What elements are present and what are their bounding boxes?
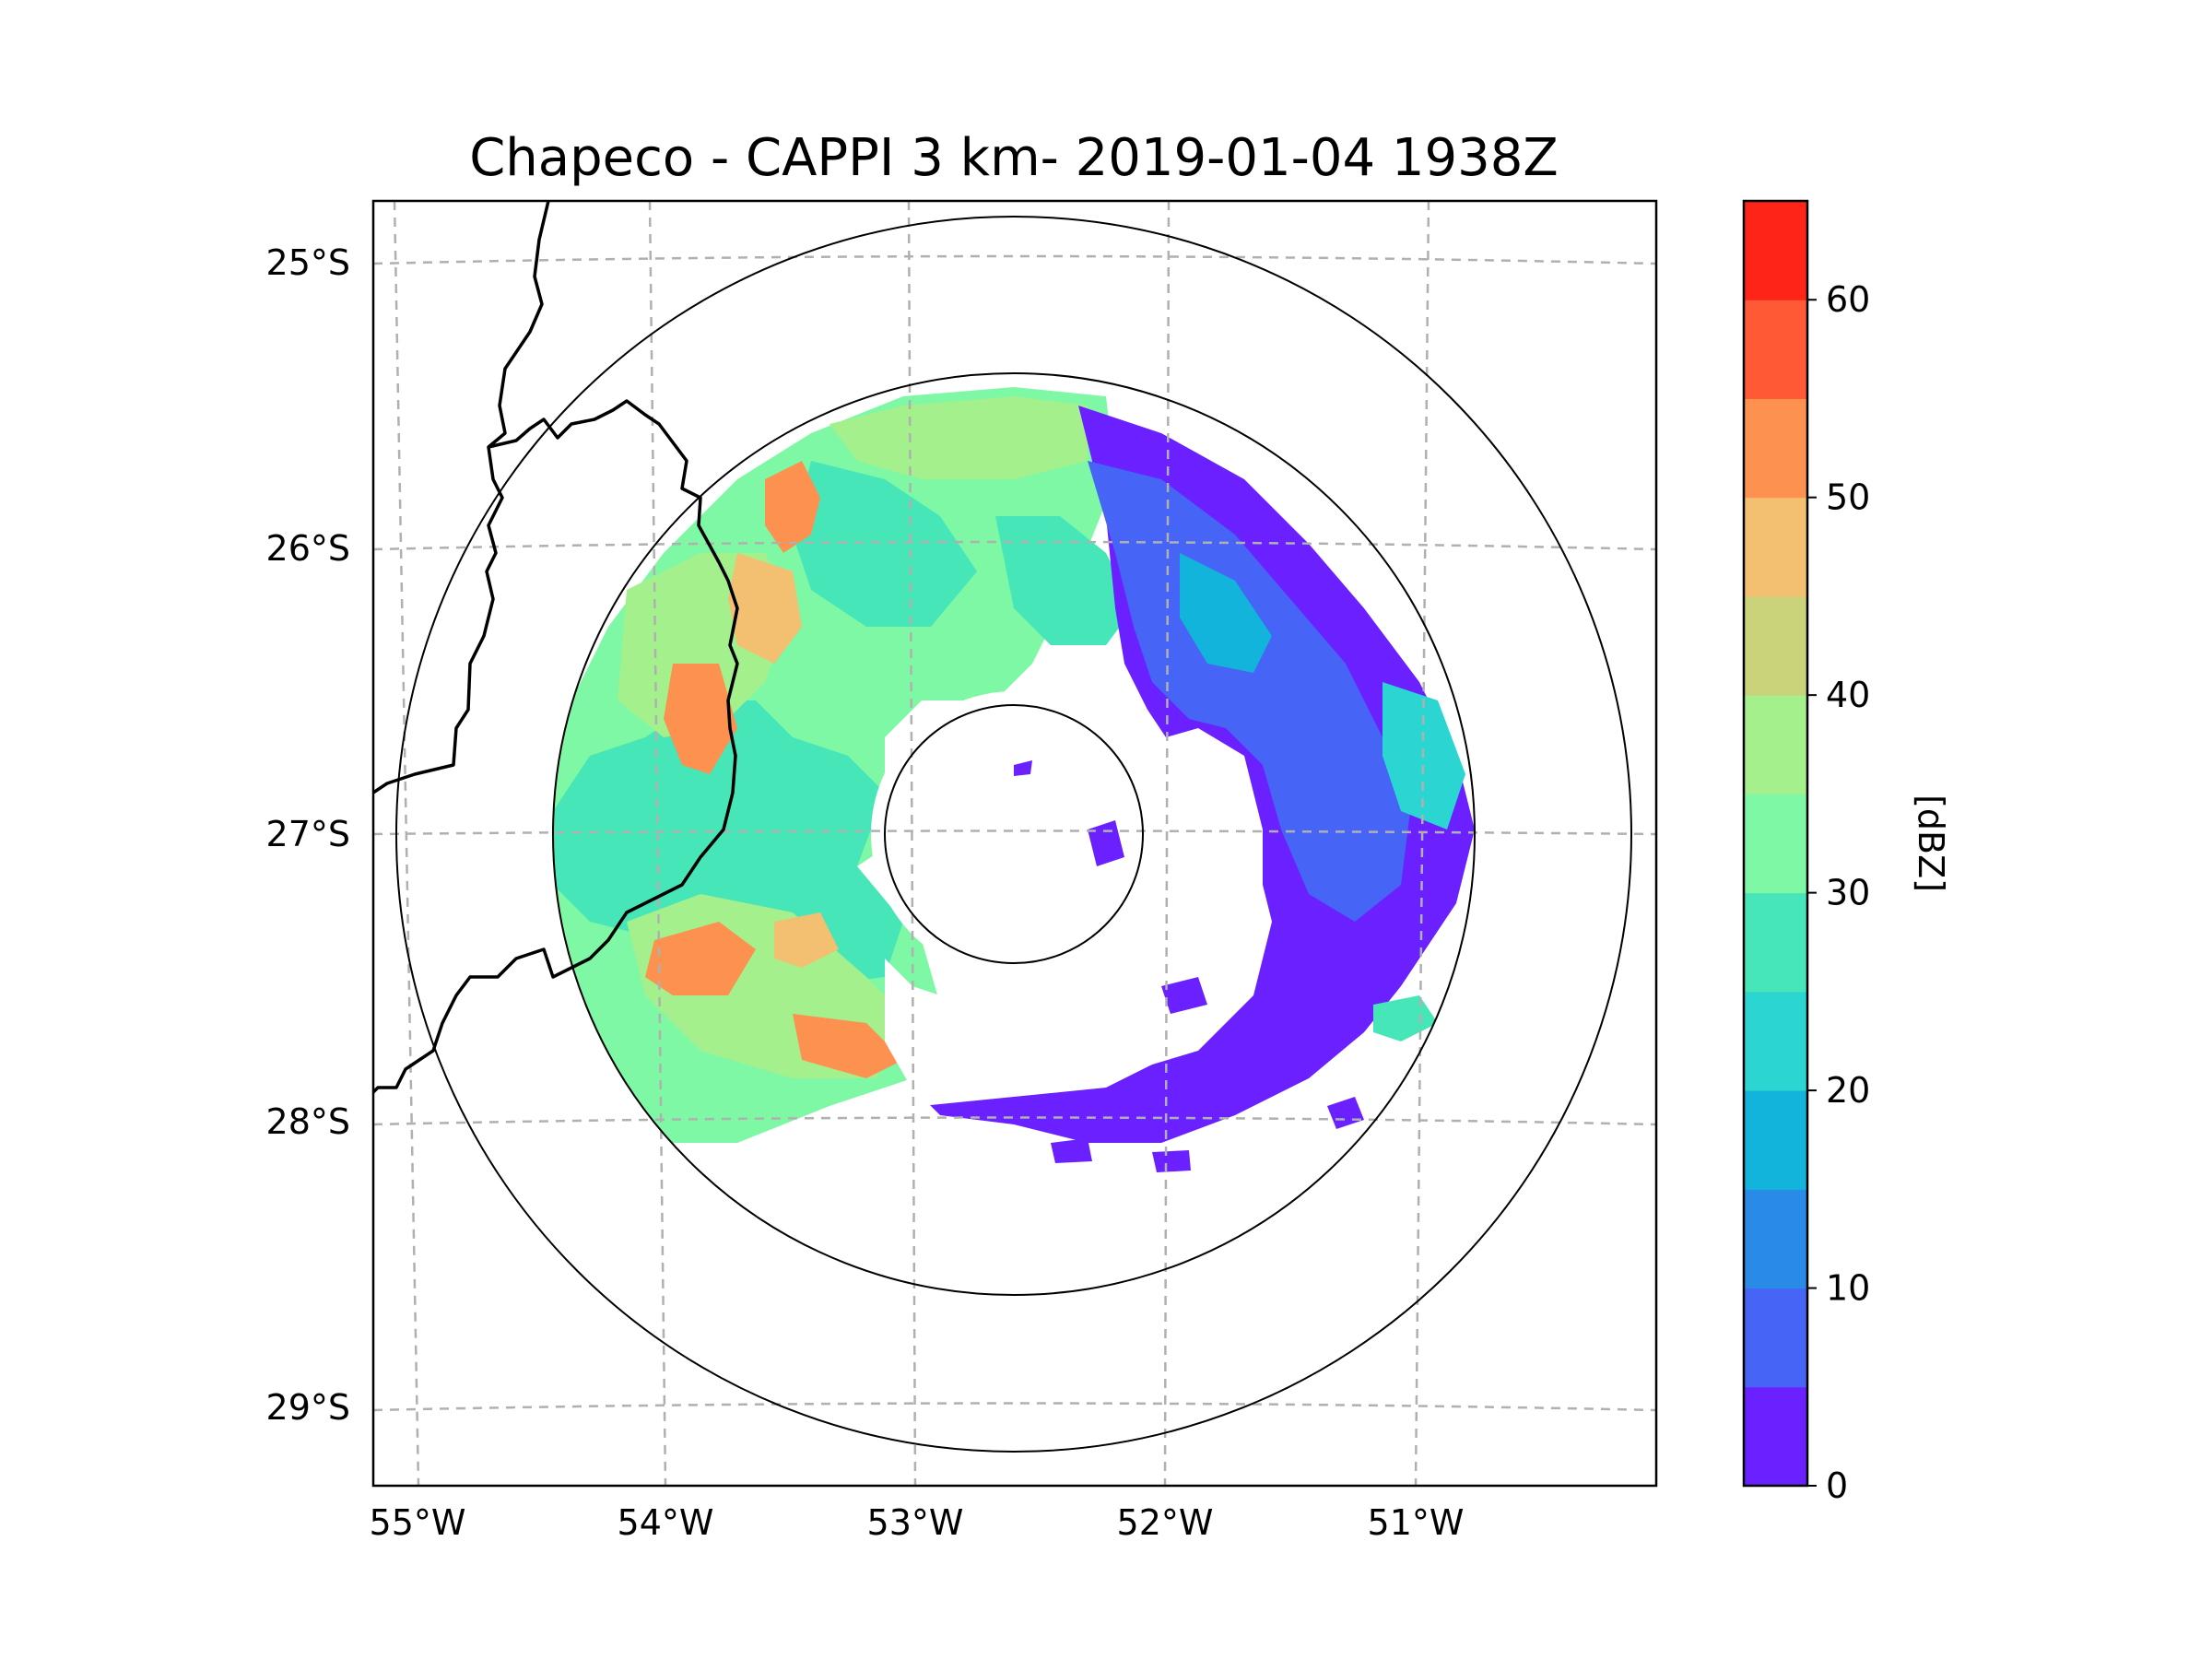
lon-line-53w — [907, 201, 917, 1486]
lat-line-29s — [373, 1402, 1656, 1412]
colorbar-swatch — [1744, 595, 1807, 696]
lat-line-26s — [373, 540, 1656, 551]
colorbar-swatch — [1744, 201, 1807, 300]
y-tick-label: 28°S — [266, 1101, 350, 1142]
echo-core-sw-1 — [645, 922, 756, 995]
reflectivity-field — [553, 387, 1475, 1172]
colorbar-tick-label: 50 — [1826, 477, 1870, 518]
echo-core-west-1 — [728, 553, 802, 664]
lon-line-52w — [1163, 201, 1171, 1486]
colorbar: 0 10 20 30 40 50 60 [dBZ] — [1742, 199, 1951, 1506]
colorbar-tick-label: 60 — [1826, 279, 1870, 320]
lat-line-28s — [373, 1116, 1656, 1126]
y-tick-label: 25°S — [266, 242, 350, 283]
echo-speckle-1 — [1088, 820, 1124, 866]
colorbar-tick-label: 0 — [1826, 1465, 1848, 1506]
plot-frame — [371, 199, 1658, 1488]
lon-line-51w — [1414, 201, 1430, 1486]
echo-speckle-3 — [1161, 977, 1207, 1014]
colorbar-tick-label: 10 — [1826, 1268, 1870, 1309]
colorbar-ticks: 0 10 20 30 40 50 60 — [1807, 279, 1870, 1506]
colorbar-swatch — [1744, 695, 1807, 794]
echo-core-sw-3 — [793, 1014, 903, 1078]
map-plot-area — [373, 201, 1656, 1486]
x-tick-label: 51°W — [1368, 1502, 1465, 1543]
echo-area-light-green — [830, 396, 1088, 479]
colorbar-swatch — [1744, 991, 1807, 1091]
echo-core-sw-2 — [774, 912, 839, 968]
echo-area-west-teal2 — [793, 461, 977, 627]
x-tick-label: 55°W — [370, 1502, 466, 1543]
echo-area-east-blue — [1088, 461, 1410, 922]
x-tick-label: 54°W — [618, 1502, 714, 1543]
colorbar-swatch — [1744, 398, 1807, 499]
y-axis-tick-labels: 25°S 26°S 27°S 28°S 29°S — [266, 242, 350, 1428]
echo-speckle-2 — [1014, 760, 1032, 776]
colorbar-label: [dBZ] — [1911, 794, 1951, 892]
colorbar-swatch — [1744, 892, 1807, 993]
border-line-misiones — [373, 399, 739, 1094]
lat-line-27s — [373, 830, 1656, 836]
echo-area-north-teal — [995, 516, 1134, 645]
y-tick-label: 29°S — [266, 1387, 350, 1428]
y-tick-label: 26°S — [266, 528, 350, 569]
colorbar-swatch — [1744, 1386, 1807, 1487]
echo-speckle-4 — [1051, 1138, 1092, 1163]
y-tick-label: 27°S — [266, 814, 350, 854]
colorbar-swatch — [1744, 1189, 1807, 1289]
colorbar-frame — [1742, 199, 1809, 1488]
echo-area-east-cyan — [1180, 553, 1272, 673]
lon-line-54w — [648, 201, 667, 1486]
colorbar-tick-label: 40 — [1826, 675, 1870, 715]
graticule — [373, 201, 1656, 1486]
x-tick-label: 53°W — [867, 1502, 964, 1543]
range-ring-middle — [552, 372, 1476, 1296]
echo-speckle-5 — [1152, 1150, 1191, 1172]
colorbar-swatch — [1744, 794, 1807, 894]
colorbar-swatch — [1744, 300, 1807, 399]
x-tick-label: 52°W — [1117, 1502, 1214, 1543]
colorbar-tick-label: 30 — [1826, 873, 1870, 913]
chart-title: Chapeco - CAPPI 3 km- 2019-01-04 1938Z — [469, 128, 1559, 188]
colorbar-swatches — [1744, 201, 1807, 1487]
echo-area-east-teal-small — [1373, 995, 1438, 1041]
x-axis-tick-labels: 55°W 54°W 53°W 52°W 51°W — [370, 1502, 1465, 1543]
echo-core-west-2 — [664, 664, 737, 774]
echo-core-nw — [765, 461, 820, 553]
range-ring-outer — [395, 216, 1632, 1453]
echo-free-center — [871, 691, 1157, 977]
colorbar-tick-label: 20 — [1826, 1070, 1870, 1111]
lon-line-55w — [393, 201, 420, 1486]
colorbar-swatch — [1744, 1090, 1807, 1190]
echo-area-east — [922, 406, 1475, 1143]
range-ring-inner — [884, 704, 1144, 964]
echo-speckle-6 — [1327, 1097, 1364, 1129]
lat-line-25s — [373, 254, 1656, 265]
colorbar-swatch — [1744, 497, 1807, 597]
border-line-west — [373, 201, 550, 794]
colorbar-swatch — [1744, 1288, 1807, 1388]
